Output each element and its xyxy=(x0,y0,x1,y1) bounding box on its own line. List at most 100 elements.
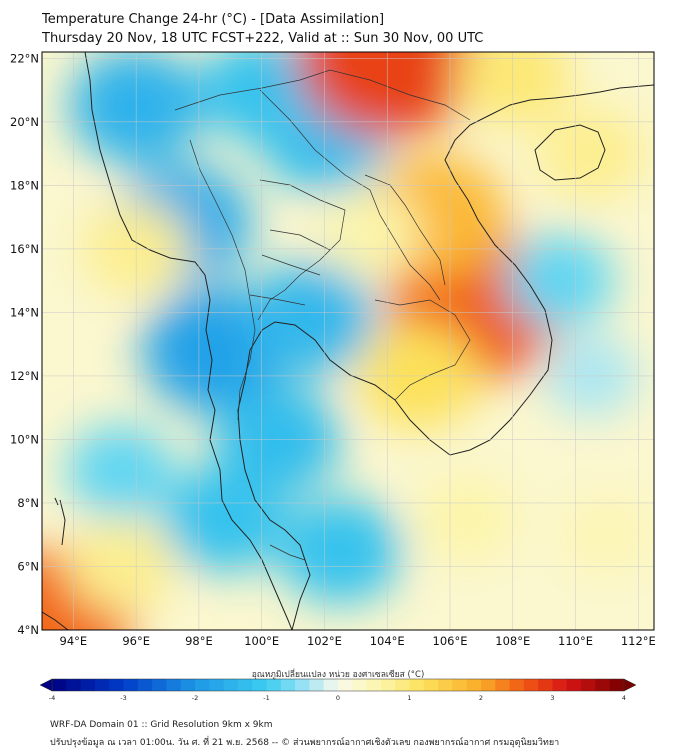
colorbar-segment xyxy=(338,679,353,691)
lon-tick-label: 96°E xyxy=(122,634,150,648)
colorbar-segment xyxy=(295,679,310,691)
lat-tick-label: 14°N xyxy=(10,305,39,319)
longitude-labels: 94°E 96°E 98°E 100°E 102°E 104°E 106°E 108°E 110… xyxy=(60,634,656,648)
colorbar-segment xyxy=(266,679,282,691)
footer-credit: ปรับปรุงข้อมูล ณ เวลา 01:00น. วัน ศ. ที่… xyxy=(50,738,560,748)
admin-borders xyxy=(174,69,471,561)
border-vietnam-laos xyxy=(364,174,446,286)
latitude-labels: 4°N 6°N 8°N 10°N 12°N 14°N 16°N 18°N 20°N 22°N xyxy=(10,51,39,637)
lon-tick-label: 100°E xyxy=(244,634,279,648)
colorbar-segment xyxy=(223,679,239,691)
lat-tick-label: 6°N xyxy=(17,559,39,573)
colorbar-segment xyxy=(366,679,382,691)
colorbar-segment xyxy=(180,679,196,691)
nicobar-islands xyxy=(54,497,59,506)
lon-tick-label: 102°E xyxy=(307,634,342,648)
coastline-hainan xyxy=(534,124,606,181)
lat-tick-label: 12°N xyxy=(10,369,39,383)
colorbar-segment xyxy=(352,679,368,691)
coastline-west xyxy=(84,52,293,630)
colorbar-tick-label: -3 xyxy=(120,694,126,702)
colorbar-segment xyxy=(137,679,153,691)
lat-tick-label: 10°N xyxy=(10,432,39,446)
graticule xyxy=(42,52,654,630)
plot-area xyxy=(41,51,655,631)
colorbar-segment xyxy=(94,679,110,691)
lon-tick-label: 94°E xyxy=(60,634,88,648)
colorbar-tick-label: 1 xyxy=(407,694,411,702)
field-anomaly-5 xyxy=(162,465,286,573)
colorbar-segment xyxy=(252,679,267,691)
colorbar-segment xyxy=(152,679,167,691)
colorbar-segment xyxy=(595,679,611,691)
lon-tick-label: 110°E xyxy=(558,634,593,648)
plot-frame xyxy=(41,51,655,631)
lat-tick-label: 8°N xyxy=(17,496,39,510)
colorbar-segment xyxy=(495,679,511,691)
colorbar-segment xyxy=(552,679,568,691)
colorbar-tick-label: 0 xyxy=(336,694,340,702)
temperature-field xyxy=(42,52,654,630)
field-anomaly-3 xyxy=(243,262,374,376)
border-laos xyxy=(259,89,441,301)
colorbar-segment xyxy=(237,679,253,691)
lon-tick-label: 112°E xyxy=(621,634,656,648)
field-anomaly-23 xyxy=(536,106,646,201)
border-cambodia xyxy=(374,299,471,401)
lat-tick-label: 18°N xyxy=(10,178,39,192)
colorbar-segment xyxy=(438,679,453,691)
colorbar-segment xyxy=(195,679,210,691)
lon-tick-label: 108°E xyxy=(495,634,530,648)
colorbar-segment xyxy=(323,679,339,691)
colorbar-segment xyxy=(109,679,124,691)
colorbar xyxy=(39,678,637,692)
colorbar-tick-label: 4 xyxy=(622,694,626,702)
colorbar-segment xyxy=(481,679,496,691)
colorbar-frame xyxy=(51,678,625,692)
colorbar-tick-label: -2 xyxy=(192,694,198,702)
field-anomaly-22 xyxy=(320,189,423,277)
border-myanmar-thailand xyxy=(189,139,256,421)
colorbar-segment xyxy=(395,679,410,691)
colorbar-segment xyxy=(609,679,625,691)
lon-tick-label: 106°E xyxy=(433,634,468,648)
field-anomaly-6 xyxy=(66,424,175,519)
colorbar-segment xyxy=(52,679,67,691)
colorbar-segment xyxy=(309,679,325,691)
field-anomaly-20 xyxy=(557,492,654,577)
andaman-islands xyxy=(59,499,66,546)
colorbar-segment xyxy=(380,679,396,691)
colorbar-segment xyxy=(409,679,425,691)
border-china xyxy=(174,69,471,121)
colorbar-segment xyxy=(209,679,225,691)
colorbar-segment xyxy=(80,679,96,691)
lat-tick-label: 4°N xyxy=(17,623,39,637)
border-malaysia xyxy=(269,544,306,561)
colorbar-segment xyxy=(509,679,525,691)
coastline-sumatra xyxy=(42,611,69,630)
colorbar-segment xyxy=(581,679,596,691)
colorbar-tick-label: 3 xyxy=(550,694,554,702)
colorbar-segment xyxy=(466,679,482,691)
field-anomaly-7 xyxy=(278,497,402,604)
footer-model-info: WRF-DA Domain 01 :: Grid Resolution 9km … xyxy=(50,720,273,730)
colorbar-segment xyxy=(280,679,296,691)
colorbar-label: อุณหภูมิเปลี่ยนแปลง หน่วย องศาเซลเซียส (… xyxy=(251,670,425,680)
colorbar-segment xyxy=(566,679,582,691)
colorbar-tick-label: -1 xyxy=(263,694,269,702)
field-anomaly-18 xyxy=(505,233,615,328)
colorbar-segment xyxy=(523,679,539,691)
lon-tick-label: 104°E xyxy=(370,634,405,648)
lat-tick-label: 20°N xyxy=(10,115,39,129)
colorbar-segment xyxy=(452,679,468,691)
colorbar-segment xyxy=(66,679,82,691)
colorbar-segment xyxy=(538,679,553,691)
colorbar-tick-label: 2 xyxy=(479,694,483,702)
lat-tick-label: 16°N xyxy=(10,242,39,256)
border-thai-provinces-2 xyxy=(249,229,331,306)
colorbar-ticks: -4 -3 -2 -1 0 1 2 3 4 xyxy=(49,694,626,702)
colorbar-segment xyxy=(166,679,182,691)
colorbar-tick-label: -4 xyxy=(49,694,55,702)
colorbar-segment xyxy=(423,679,439,691)
